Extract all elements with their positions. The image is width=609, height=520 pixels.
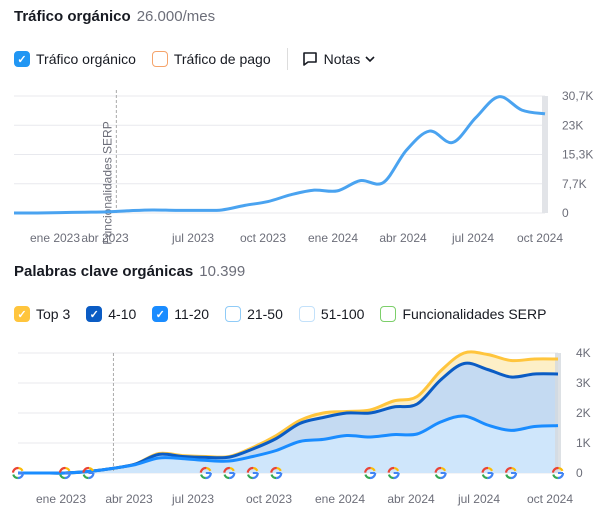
google-update-icon	[364, 466, 377, 480]
traffic-chart: 0 7,7K 15,3K 23K 30,7K Funcionalidades SERP en…	[13, 89, 593, 245]
google-update-icon	[223, 466, 236, 480]
y-tick-label: 23K	[562, 118, 583, 132]
traffic-value: 26.000/mes	[136, 8, 216, 25]
legend-label: 21-50	[247, 306, 283, 322]
x-tick-label: abr 2024	[379, 231, 427, 245]
checkbox-unchecked-icon[interactable]	[298, 306, 315, 322]
google-update-icon	[270, 466, 283, 480]
traffic-legend: ✓ Tráfico orgánico Tráfico de pago Notas	[14, 48, 375, 70]
y-tick-label: 0	[576, 466, 583, 480]
google-update-icon	[246, 466, 259, 480]
x-tick-label: oct 2023	[246, 492, 292, 506]
x-tick-label: jul 2024	[451, 231, 494, 245]
g-red	[481, 466, 494, 480]
annotation-label: Funcionalidades SERP	[100, 121, 114, 244]
g-red	[434, 466, 447, 480]
google-update-icon	[387, 466, 400, 480]
google-update-icon	[58, 466, 72, 480]
google-update-icon	[82, 466, 95, 480]
x-tick-label: ene 2024	[308, 231, 358, 245]
x-tick-label: oct 2024	[517, 231, 563, 245]
checkbox-checked-icon[interactable]: ✓	[86, 306, 103, 322]
g-red	[246, 466, 259, 480]
legend-label: 51-100	[320, 306, 365, 322]
g-red	[270, 466, 283, 480]
chevron-down-icon	[365, 56, 375, 63]
line-11-20	[18, 414, 559, 475]
g-red	[387, 466, 400, 480]
google-update-icon	[551, 466, 565, 480]
current-period-band	[555, 353, 561, 473]
traffic-title: Tráfico orgánico 26.000/mes	[14, 8, 216, 25]
legend-top-3[interactable]: ✓ Top 3	[14, 306, 70, 322]
g-red	[364, 466, 377, 480]
current-period-band	[542, 96, 548, 213]
divider	[286, 48, 288, 70]
legend-21-50[interactable]: 21-50	[225, 306, 283, 322]
google-update-icon	[434, 466, 447, 480]
legend-11-20[interactable]: ✓ 11-20	[152, 306, 209, 322]
google-update-icon	[481, 466, 494, 480]
g-red	[551, 466, 565, 480]
legend-4-10[interactable]: ✓ 4-10	[86, 306, 136, 322]
checkbox-checked-icon[interactable]: ✓	[14, 306, 30, 322]
x-tick-label: abr 2023	[105, 492, 153, 506]
legend-label: Funcionalidades SERP	[402, 306, 547, 322]
legend-paid-traffic[interactable]: Tráfico de pago	[151, 51, 271, 67]
x-tick-label: oct 2023	[240, 231, 286, 245]
g-red	[504, 466, 518, 480]
checkbox-checked-icon[interactable]: ✓	[152, 306, 169, 322]
x-tick-label: ene 2023	[36, 492, 86, 506]
legend-label: 11-20	[174, 306, 210, 322]
x-tick-label: jul 2023	[171, 231, 214, 245]
traffic-line	[13, 95, 546, 215]
notes-dropdown[interactable]: Notas	[302, 51, 376, 67]
keywords-title: Palabras clave orgánicas 10.399	[14, 263, 246, 280]
y-tick-label: 3K	[576, 376, 591, 390]
y-tick-label: 0	[562, 206, 569, 220]
comment-icon	[302, 52, 317, 66]
legend-label: 4-10	[108, 306, 137, 322]
legend-51-100[interactable]: 51-100	[298, 306, 365, 322]
x-tick-label: abr 2024	[387, 492, 435, 506]
y-tick-label: 1K	[576, 436, 591, 450]
keywords-value: 10.399	[199, 263, 246, 280]
keywords-chart: 0 1K 2K 3K 4K ene 2023 abr 2023 jul 2023 oct 202…	[11, 346, 591, 506]
x-tick-label: oct 2024	[527, 492, 573, 506]
checkbox-unchecked-icon[interactable]	[380, 306, 397, 322]
x-tick-label: ene 2024	[315, 492, 365, 506]
y-tick-label: 15,3K	[562, 148, 593, 162]
g-red	[199, 466, 212, 480]
x-tick-label: jul 2024	[457, 492, 500, 506]
g-red	[82, 466, 95, 480]
keywords-legend: ✓ Top 3 ✓ 4-10 ✓ 11-20 21-50 51-100 Funcionalida…	[14, 306, 562, 322]
g-red	[223, 466, 236, 480]
x-tick-label: jul 2023	[171, 492, 214, 506]
x-tick-label: ene 2023	[30, 231, 80, 245]
legend-label: Top 3	[36, 306, 71, 322]
legend-organic-traffic[interactable]: ✓ Tráfico orgánico	[14, 51, 136, 67]
y-tick-label: 2K	[576, 406, 591, 420]
checkbox-checked-icon[interactable]: ✓	[14, 51, 30, 67]
checkbox-unchecked-icon[interactable]	[225, 306, 242, 322]
g-red	[58, 466, 72, 480]
google-update-icon	[504, 466, 518, 480]
google-update-icon	[11, 466, 25, 480]
x-tick-label: abr 2023	[81, 231, 129, 245]
y-tick-label: 30,7K	[562, 89, 593, 103]
y-tick-label: 7,7K	[562, 177, 587, 191]
area-11-20	[18, 415, 558, 474]
g-red	[11, 466, 25, 480]
y-tick-label: 4K	[576, 346, 591, 360]
checkbox-unchecked-icon[interactable]	[151, 51, 168, 67]
legend-funcionalidades-serp[interactable]: Funcionalidades SERP	[380, 306, 546, 322]
google-update-icon	[199, 466, 212, 480]
